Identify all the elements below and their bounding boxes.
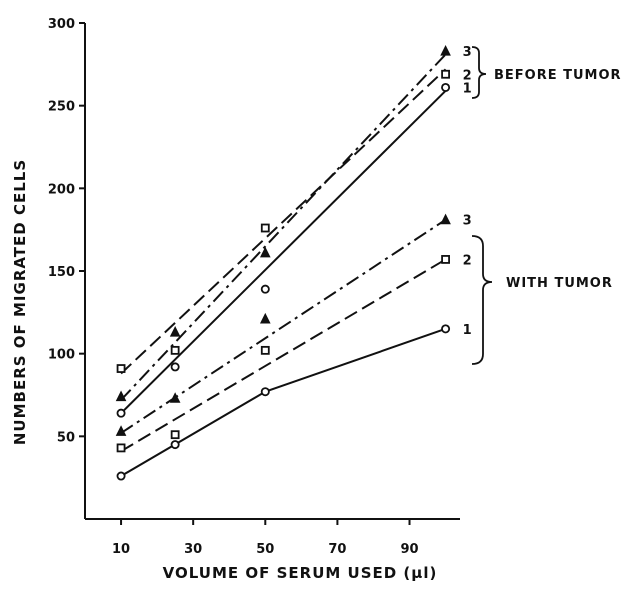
- data-point-triangle: [169, 392, 181, 403]
- series-label: 1: [463, 323, 472, 338]
- fit-line-before-tumor-1: [120, 90, 447, 414]
- fit-line-before-tumor-2: [120, 68, 447, 375]
- y-ticks: 50 100 150 200 250 300: [48, 17, 85, 445]
- data-point-circle: [170, 440, 180, 450]
- x-tick-label: 50: [256, 542, 274, 557]
- data-point-circle: [441, 324, 451, 334]
- series-label: 2: [463, 68, 472, 83]
- x-tick-label: 70: [328, 542, 346, 557]
- data-point-circle: [260, 387, 270, 397]
- fit-line-with-tumor-1: [120, 327, 446, 477]
- series-label: 3: [463, 214, 472, 229]
- data-point-circle: [260, 284, 270, 294]
- y-axis-title: NUMBERS OF MIGRATED CELLS: [11, 159, 29, 445]
- fit-line-before-tumor-3: [120, 53, 447, 401]
- x-ticks: 10 30 50 70 90: [112, 519, 419, 557]
- x-axis-title: VOLUME OF SERUM USED (μl): [163, 564, 438, 582]
- data-point-square: [441, 255, 450, 264]
- data-point-square: [116, 443, 126, 453]
- series-label: 3: [463, 45, 472, 60]
- with-tumor-bracket: [471, 235, 493, 365]
- fit-line-with-tumor-2: [120, 258, 447, 453]
- data-point-square: [441, 69, 450, 79]
- y-tick-label: 250: [48, 100, 75, 115]
- data-point-triangle: [440, 213, 451, 225]
- y-tick-label: 150: [48, 265, 75, 280]
- data-point-triangle: [115, 390, 127, 402]
- y-tick-label: 100: [48, 348, 75, 363]
- data-point-triangle: [259, 312, 271, 324]
- series-label: 2: [463, 253, 472, 268]
- y-tick-label: 200: [48, 182, 75, 197]
- x-tick-label: 10: [112, 542, 130, 557]
- data-point-square: [260, 345, 270, 355]
- data-point-triangle: [440, 44, 451, 56]
- data-point-triangle: [115, 425, 127, 436]
- data-point-square: [260, 223, 270, 233]
- data-point-square: [170, 345, 180, 355]
- data-point-triangle: [259, 246, 271, 258]
- before-tumor-bracket: [471, 46, 487, 99]
- data-point-circle: [170, 362, 180, 372]
- data-point-circle: [116, 471, 126, 481]
- series-label: 1: [463, 81, 472, 96]
- data-point-square: [116, 364, 126, 373]
- data-point-square: [170, 430, 180, 440]
- data-point-circle: [116, 408, 126, 418]
- data-point-triangle: [169, 326, 181, 337]
- group-label-with-tumor: WITH TUMOR: [506, 276, 613, 291]
- x-tick-label: 90: [400, 542, 418, 557]
- y-tick-label: 300: [48, 17, 75, 32]
- data-point-circle: [441, 82, 451, 92]
- y-tick-label: 50: [57, 430, 75, 445]
- fit-lines: [120, 53, 447, 477]
- axes: [84, 23, 460, 520]
- x-tick-label: 30: [184, 542, 202, 557]
- markers: [115, 44, 451, 481]
- group-label-before-tumor: BEFORE TUMOR: [494, 68, 622, 83]
